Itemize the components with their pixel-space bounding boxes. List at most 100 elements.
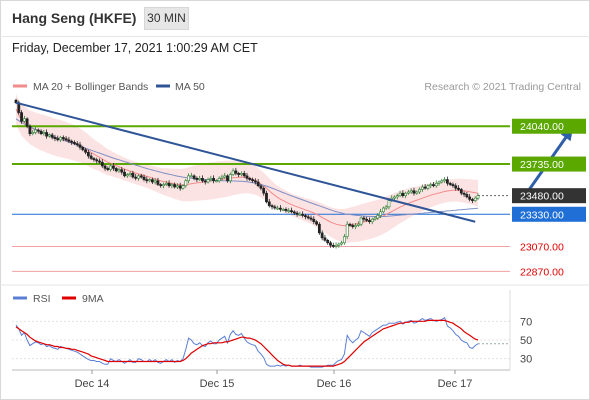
candle-body [36, 129, 40, 132]
candle-body [334, 244, 338, 247]
legend-label-9ma: 9MA [82, 293, 104, 305]
rsi-tick-label: 50 [520, 335, 532, 347]
candle-body [281, 209, 285, 211]
candle-body [176, 185, 179, 188]
resistance-label: 24040.00 [520, 121, 564, 133]
candle-body [92, 158, 96, 161]
candle-body [75, 143, 79, 146]
candle-body [34, 129, 37, 133]
candle-body [292, 211, 296, 214]
ma50-line [15, 118, 479, 218]
candle-body [340, 242, 344, 245]
candle-body [256, 181, 260, 187]
candle-body [164, 182, 168, 185]
chart-datetime: Friday, December 17, 2021 1:00:29 AM CET [12, 41, 258, 55]
candle-body [468, 196, 472, 200]
copyright-text: Research © 2021 Trading Central [424, 81, 581, 93]
candle-body [14, 99, 18, 103]
candle-body [184, 180, 188, 187]
candle-body [370, 218, 374, 223]
candle-body [276, 207, 280, 210]
candle-body [84, 149, 87, 153]
candle-body [462, 192, 466, 195]
candle-body [459, 189, 463, 194]
candle-body [20, 112, 23, 122]
legend-label-rsi: RSI [33, 293, 51, 305]
candle-body [109, 165, 113, 170]
rsi-panel: RSI 9MA 70 50 30 [12, 293, 532, 368]
candle-body [245, 175, 249, 179]
candle-body [145, 179, 149, 182]
candle-body [198, 178, 202, 180]
candle-body [262, 187, 266, 194]
candle-body [22, 118, 26, 122]
candle-body [201, 178, 204, 182]
candle-body [173, 184, 177, 188]
candle-body [454, 185, 458, 189]
candle-body [440, 180, 444, 183]
candle-body [295, 212, 299, 215]
candle-body [476, 195, 480, 199]
candle-body [159, 184, 163, 187]
candle-body [384, 206, 388, 209]
candle-body [359, 217, 363, 225]
candle-body [240, 173, 243, 175]
candle-body [134, 176, 138, 179]
candle-body [365, 218, 369, 221]
candles [14, 98, 480, 249]
candle-body [298, 213, 302, 216]
candle-body [217, 178, 221, 182]
resistance-tag [512, 118, 586, 134]
candle-body [103, 165, 107, 169]
candle-body [95, 159, 99, 162]
candle-body [326, 240, 330, 244]
candle-body [395, 195, 399, 198]
candle-body [471, 199, 474, 201]
rsi-tick-label: 70 [520, 316, 532, 328]
candle-body [123, 171, 126, 177]
candle-body [329, 242, 332, 246]
bollinger-bands [16, 94, 478, 243]
candle-body [381, 207, 385, 213]
last-price-tag [512, 188, 586, 204]
candle-body [248, 178, 252, 180]
candle-body [28, 125, 32, 134]
candle-body [387, 200, 391, 208]
candle-body [407, 191, 410, 194]
candle-body [420, 186, 424, 190]
candle-body [170, 184, 174, 187]
candle-body [56, 138, 60, 141]
candle-body [31, 132, 35, 134]
grid [0, 284, 590, 371]
candle-body [139, 175, 143, 178]
candle-body [195, 178, 199, 180]
candle-body [451, 184, 455, 187]
header-bar: Hang Seng (HKFE) 30 MIN [0, 0, 590, 37]
candle-body [429, 184, 433, 187]
candle-body [398, 192, 402, 196]
interval-button[interactable]: 30 MIN [144, 7, 189, 30]
candle-body [376, 215, 380, 219]
candle-body [242, 173, 246, 177]
candle-body [50, 134, 54, 138]
candle-body [443, 179, 447, 182]
level-labels: 24040.00 23735.00 23480.00 23330.00 23070.00… [512, 118, 586, 278]
candle-body [203, 180, 207, 183]
candle-body [73, 142, 76, 144]
candle-body [70, 140, 74, 143]
support-label: 22870.00 [520, 266, 564, 278]
rsi-tick-label: 30 [520, 354, 532, 366]
price-levels [12, 125, 510, 272]
candle-body [187, 175, 190, 182]
x-tick-label: Dec 16 [317, 378, 352, 390]
candle-body [237, 173, 241, 175]
candle-body [178, 185, 182, 189]
bollinger-band-area [16, 94, 478, 243]
candle-body [226, 175, 229, 182]
candle-body [368, 220, 371, 223]
candle-body [457, 187, 460, 190]
candle-body [253, 180, 257, 183]
candle-body [393, 196, 396, 199]
pivot-label: 23330.00 [520, 209, 564, 221]
